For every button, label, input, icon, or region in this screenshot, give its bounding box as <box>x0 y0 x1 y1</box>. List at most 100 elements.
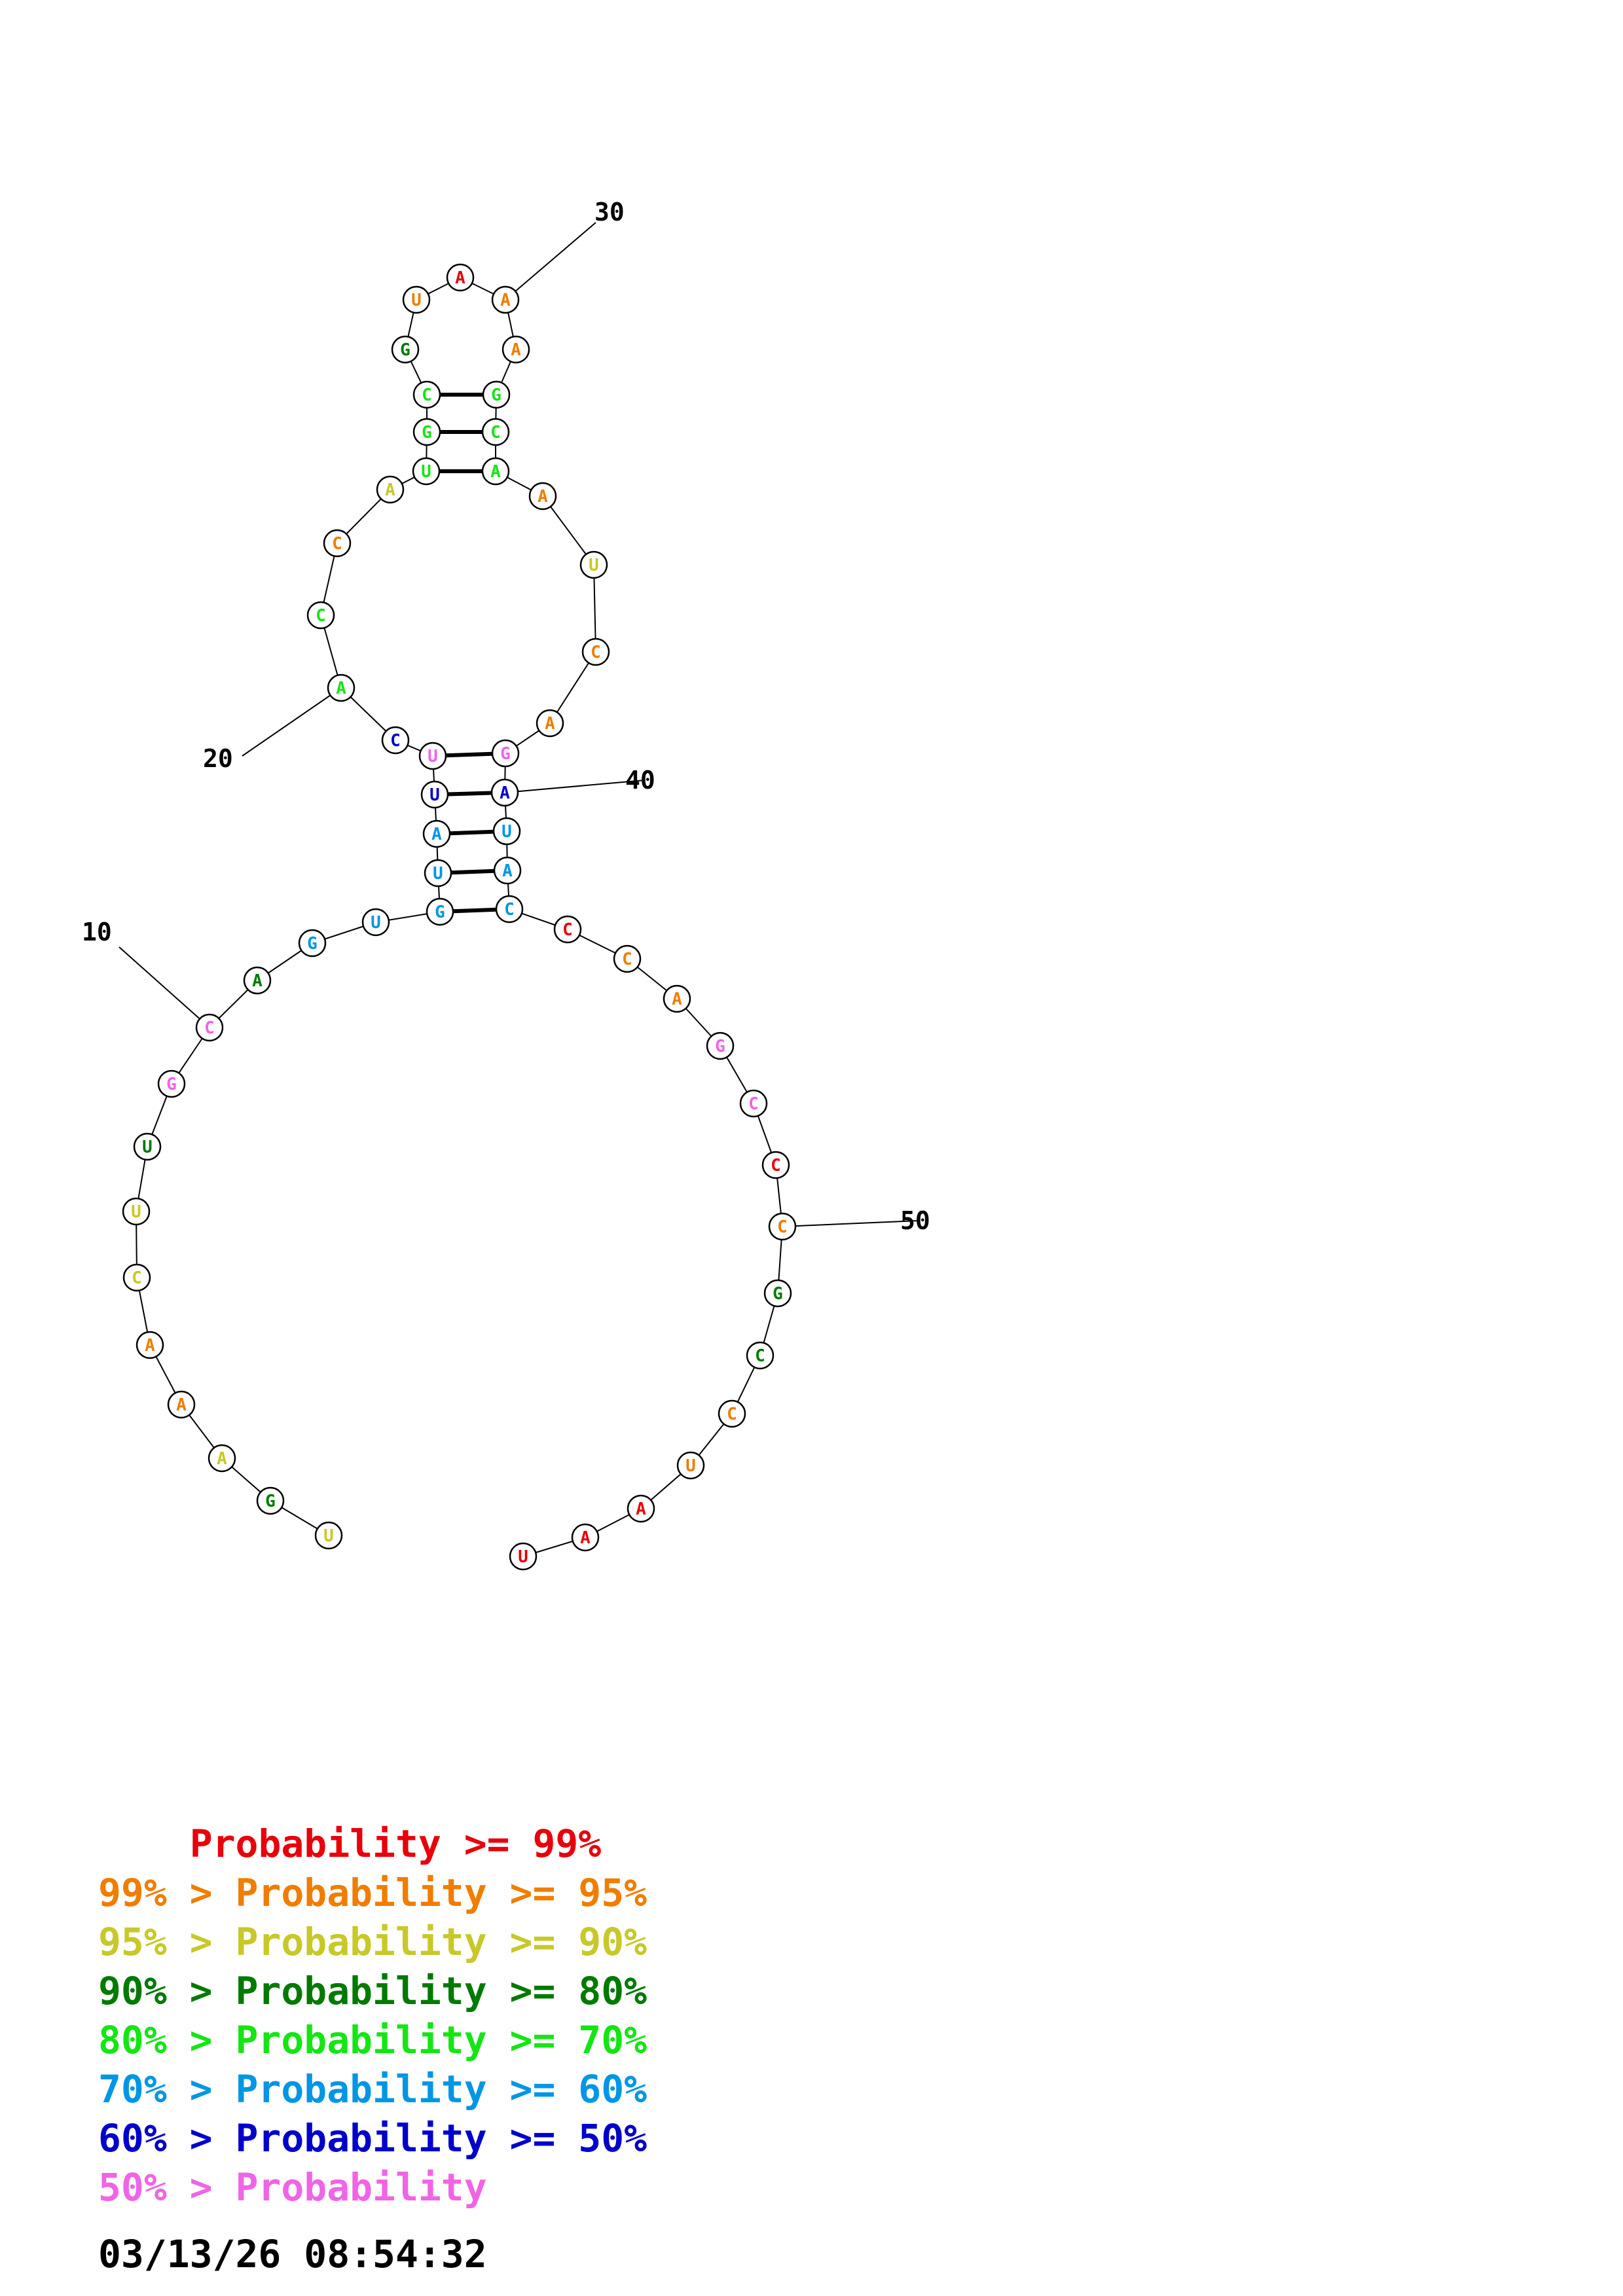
legend-row: 99% > Probability >= 95% <box>98 1869 647 1918</box>
nucleotide-circle <box>763 1279 792 1308</box>
backbone-segment <box>542 495 594 565</box>
legend-prefix: 90% > <box>98 1969 236 2013</box>
legend-label: Probability >= 80% <box>235 1969 647 2013</box>
nucleotide-letter: A <box>336 679 346 698</box>
nucleotide-letter: C <box>204 1018 215 1038</box>
nucleotide-1: U <box>314 1521 343 1550</box>
nucleotide-letter: U <box>429 785 440 805</box>
nucleotide-36: U <box>579 550 608 579</box>
nucleotide-46: A <box>663 984 691 1013</box>
nucleotide-circle <box>761 1151 790 1179</box>
nucleotide-letter: C <box>490 423 501 442</box>
nucleotide-letter: G <box>400 340 410 360</box>
nucleotide-circle <box>493 856 522 885</box>
nucleotide-32: G <box>482 380 511 409</box>
nucleotide-circle <box>663 984 691 1013</box>
nucleotide-letter: A <box>672 990 682 1009</box>
nucleotide-circle <box>420 780 449 809</box>
nucleotide-52: C <box>746 1341 775 1370</box>
nucleotide-7: U <box>122 1197 151 1226</box>
position-label-10: 10 <box>82 918 112 946</box>
legend-prefix: 95% > <box>98 1920 236 1964</box>
nucleotide-letter: A <box>385 480 395 500</box>
nucleotide-circle <box>581 637 610 666</box>
nucleotide-16: A <box>422 819 451 848</box>
position-label-30: 30 <box>594 198 625 226</box>
nucleotide-letter: G <box>773 1284 783 1304</box>
nucleotide-circle <box>412 418 441 446</box>
nucleotide-circle <box>195 1013 224 1042</box>
nucleotide-circle <box>133 1132 162 1161</box>
nucleotide-letter: C <box>755 1346 765 1366</box>
legend-row: 80% > Probability >= 70% <box>98 2016 647 2065</box>
nucleotides: UGAAACUUGCAGUGUAUUCACCAUGCGUAAAGCAAUCAGA… <box>122 263 797 1571</box>
nucleotide-49: C <box>761 1151 790 1179</box>
nucleotide-13: U <box>361 908 390 937</box>
position-label-40: 40 <box>625 766 655 795</box>
nucleotide-35: A <box>528 482 557 511</box>
nucleotide-letter: U <box>518 1547 528 1567</box>
nucleotide-letter: A <box>500 783 510 803</box>
nucleotide-letter: U <box>433 864 443 884</box>
nucleotide-letter: C <box>562 920 573 940</box>
base-pair-bond <box>452 907 497 914</box>
nucleotide-letter: C <box>132 1268 142 1288</box>
base-pair-bond <box>445 751 493 758</box>
nucleotide-circle <box>491 739 520 768</box>
nucleotide-38: A <box>536 709 564 738</box>
nucleotide-39: G <box>491 739 520 768</box>
nucleotide-20: A <box>327 673 356 702</box>
nucleotide-letter: C <box>390 731 401 751</box>
nucleotide-47: G <box>706 1031 735 1060</box>
position-tick <box>119 946 210 1028</box>
nucleotide-letter: U <box>323 1526 334 1546</box>
nucleotide-letter: A <box>490 462 501 482</box>
legend-label: Probability <box>235 2165 487 2210</box>
nucleotide-circle <box>381 726 410 755</box>
timestamp: 03/13/26 08:54:32 <box>98 2232 487 2276</box>
nucleotide-circle <box>136 1331 164 1359</box>
nucleotide-34: A <box>481 457 510 486</box>
nucleotide-50: C <box>768 1212 797 1241</box>
legend-row: Probability >= 99% <box>98 1820 647 1869</box>
nucleotide-letter: C <box>771 1156 781 1175</box>
legend-row: 95% > Probability >= 90% <box>98 1918 647 1967</box>
nucleotide-letter: C <box>422 386 432 405</box>
legend-row: 90% > Probability >= 80% <box>98 1967 647 2016</box>
nucleotide-circle <box>446 263 475 292</box>
nucleotide-letter: A <box>511 340 521 360</box>
nucleotide-5: A <box>136 1331 164 1359</box>
legend-prefix <box>98 1821 190 1866</box>
nucleotide-circle <box>491 285 520 314</box>
nucleotide-circle <box>314 1521 343 1550</box>
nucleotide-letter: A <box>500 291 511 310</box>
nucleotide-letter: C <box>748 1094 759 1114</box>
position-label-20: 20 <box>203 744 233 773</box>
nucleotide-circle <box>422 819 451 848</box>
nucleotide-letter: A <box>580 1528 591 1548</box>
nucleotide-40: A <box>490 778 519 807</box>
nucleotide-circle <box>391 335 420 364</box>
nucleotide-letter: C <box>777 1217 788 1237</box>
nucleotide-circle <box>418 742 447 770</box>
legend-prefix: 50% > <box>98 2165 236 2210</box>
backbone-segment <box>593 564 596 653</box>
nucleotide-51: G <box>763 1279 792 1308</box>
nucleotide-circle <box>306 601 335 630</box>
nucleotide-circle <box>327 673 356 702</box>
nucleotide-circle <box>376 475 405 504</box>
nucleotide-44: C <box>553 915 582 944</box>
nucleotide-12: G <box>298 929 327 958</box>
legend-label: Probability >= 90% <box>235 1920 647 1964</box>
nucleotide-letter: U <box>501 822 512 842</box>
nucleotide-circle <box>481 457 510 486</box>
nucleotide-circle <box>298 929 327 958</box>
nucleotide-circle <box>323 529 352 558</box>
nucleotide-21: C <box>306 601 335 630</box>
nucleotide-18: U <box>418 742 447 770</box>
nucleotide-circle <box>718 1399 746 1428</box>
nucleotide-23: A <box>376 475 405 504</box>
legend-prefix: 60% > <box>98 2116 236 2161</box>
nucleotide-45: C <box>613 944 642 973</box>
